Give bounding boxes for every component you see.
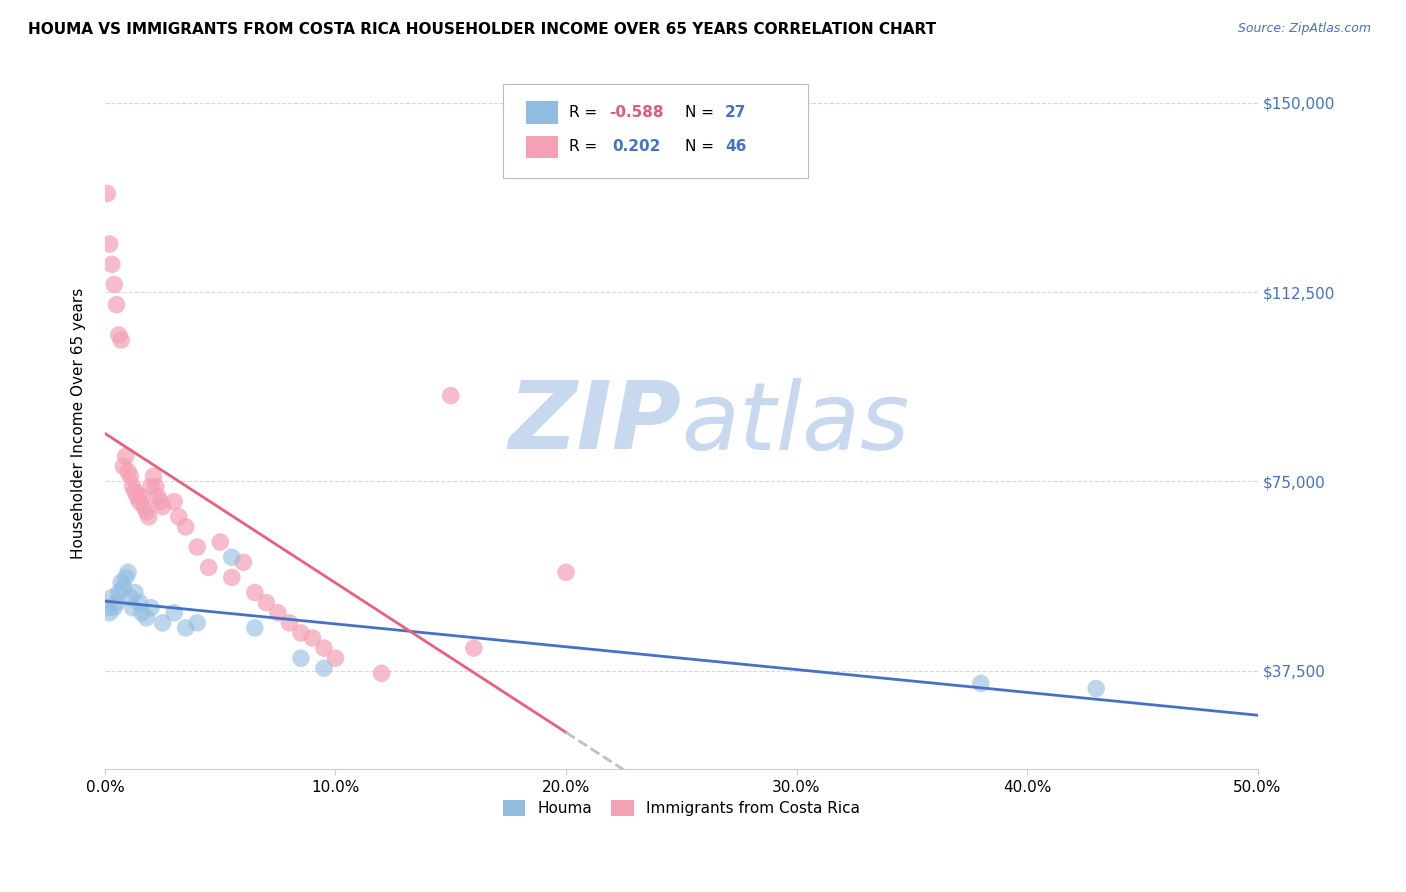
- Point: [120, 591, 142, 605]
- Point: [290, 651, 312, 665]
- Point: [149, 494, 172, 508]
- Text: Source: ZipAtlas.com: Source: ZipAtlas.com: [1237, 22, 1371, 36]
- Text: atlas: atlas: [682, 378, 910, 469]
- Text: 46: 46: [725, 139, 747, 154]
- Point: [146, 490, 169, 504]
- Point: [221, 550, 243, 565]
- Text: 0.202: 0.202: [612, 139, 661, 154]
- FancyBboxPatch shape: [526, 136, 558, 159]
- Legend: Houma, Immigrants from Costa Rica: Houma, Immigrants from Costa Rica: [495, 793, 868, 824]
- Point: [254, 596, 277, 610]
- Text: 27: 27: [725, 104, 747, 120]
- Y-axis label: Householder Income Over 65 years: Householder Income Over 65 years: [72, 288, 86, 559]
- Point: [96, 186, 118, 201]
- FancyBboxPatch shape: [526, 101, 558, 124]
- Point: [152, 500, 174, 514]
- Point: [197, 560, 219, 574]
- Point: [325, 651, 347, 665]
- Text: R =: R =: [569, 139, 603, 154]
- Text: R =: R =: [569, 104, 603, 120]
- Point: [463, 641, 485, 656]
- Point: [131, 490, 153, 504]
- Point: [145, 479, 167, 493]
- Point: [134, 500, 156, 514]
- Point: [114, 449, 136, 463]
- Point: [101, 591, 124, 605]
- Point: [128, 596, 150, 610]
- Point: [121, 479, 143, 493]
- FancyBboxPatch shape: [502, 85, 808, 178]
- Point: [128, 494, 150, 508]
- Point: [112, 581, 135, 595]
- Point: [120, 469, 142, 483]
- Text: HOUMA VS IMMIGRANTS FROM COSTA RICA HOUSEHOLDER INCOME OVER 65 YEARS CORRELATION: HOUMA VS IMMIGRANTS FROM COSTA RICA HOUS…: [28, 22, 936, 37]
- Point: [312, 661, 335, 675]
- Point: [167, 509, 190, 524]
- Point: [163, 606, 186, 620]
- Point: [209, 535, 232, 549]
- Point: [970, 676, 993, 690]
- Point: [555, 566, 578, 580]
- Point: [103, 600, 125, 615]
- Point: [127, 490, 149, 504]
- Point: [174, 621, 197, 635]
- Point: [163, 494, 186, 508]
- Point: [186, 540, 208, 554]
- Point: [110, 333, 132, 347]
- Text: ZIP: ZIP: [509, 377, 682, 469]
- Point: [243, 585, 266, 599]
- Point: [124, 484, 146, 499]
- Point: [103, 277, 125, 292]
- Point: [101, 257, 124, 271]
- Point: [174, 520, 197, 534]
- Point: [370, 666, 392, 681]
- Point: [98, 606, 121, 620]
- Point: [117, 464, 139, 478]
- Point: [135, 611, 157, 625]
- Point: [440, 388, 463, 402]
- Text: N =: N =: [685, 139, 718, 154]
- Point: [186, 615, 208, 630]
- Text: N =: N =: [685, 104, 718, 120]
- Point: [152, 615, 174, 630]
- Point: [290, 626, 312, 640]
- Point: [98, 237, 121, 252]
- Point: [267, 606, 290, 620]
- Point: [121, 600, 143, 615]
- Point: [124, 585, 146, 599]
- Point: [114, 570, 136, 584]
- Point: [105, 298, 128, 312]
- Point: [105, 596, 128, 610]
- Point: [232, 555, 254, 569]
- Point: [135, 505, 157, 519]
- Point: [96, 600, 118, 615]
- Point: [131, 606, 153, 620]
- Point: [139, 479, 162, 493]
- Point: [108, 585, 131, 599]
- Point: [1085, 681, 1108, 696]
- Point: [142, 469, 165, 483]
- Point: [110, 575, 132, 590]
- Point: [138, 509, 160, 524]
- Point: [117, 566, 139, 580]
- Point: [312, 641, 335, 656]
- Text: -0.588: -0.588: [609, 104, 664, 120]
- Point: [112, 459, 135, 474]
- Point: [243, 621, 266, 635]
- Point: [221, 570, 243, 584]
- Point: [108, 328, 131, 343]
- Point: [278, 615, 301, 630]
- Point: [301, 631, 323, 645]
- Point: [139, 600, 162, 615]
